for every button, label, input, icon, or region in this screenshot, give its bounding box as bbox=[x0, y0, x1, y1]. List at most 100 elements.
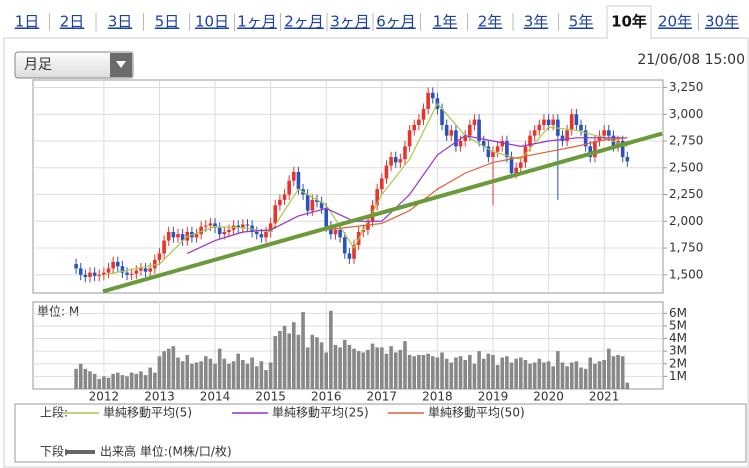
volume-bar bbox=[375, 347, 379, 389]
tab[interactable]: 1日 bbox=[15, 13, 40, 31]
candle-body bbox=[153, 259, 157, 269]
candle-body bbox=[463, 135, 467, 142]
volume-bar bbox=[403, 341, 407, 389]
candle-body bbox=[407, 130, 412, 147]
x-tick-label: 2016 bbox=[311, 390, 342, 404]
tab[interactable]: 10年 bbox=[611, 13, 647, 31]
volume-bar bbox=[268, 362, 273, 389]
candle-body bbox=[542, 119, 546, 125]
volume-bar bbox=[250, 357, 254, 389]
ma-line bbox=[187, 135, 628, 254]
legend-label: 単純移動平均(25) bbox=[272, 406, 369, 420]
x-tick-label: 2019 bbox=[478, 390, 509, 404]
volume-bar bbox=[389, 346, 393, 389]
ma-line bbox=[298, 137, 628, 238]
volume-bar bbox=[426, 353, 430, 389]
tab[interactable]: 2年 bbox=[478, 13, 503, 31]
x-tick-label: 2020 bbox=[533, 390, 564, 404]
candle-body bbox=[574, 114, 579, 125]
price-panel bbox=[32, 79, 664, 294]
y-tick-label: 2,500 bbox=[669, 160, 703, 174]
volume-bar bbox=[366, 349, 370, 389]
candle-body bbox=[203, 225, 208, 227]
volume-bar bbox=[444, 358, 449, 389]
candle-body bbox=[481, 141, 486, 147]
tab[interactable]: 6ヶ月 bbox=[376, 13, 416, 31]
volume-bar bbox=[157, 356, 162, 389]
dropdown-box[interactable] bbox=[14, 51, 134, 79]
volume-bar bbox=[111, 373, 115, 389]
candle-body bbox=[537, 124, 542, 131]
volume-bar bbox=[319, 342, 324, 389]
volume-bar bbox=[542, 362, 546, 389]
candle-body bbox=[162, 240, 166, 254]
volume-bar bbox=[342, 339, 347, 389]
candle-body bbox=[384, 165, 389, 179]
y-tick-label: 2,750 bbox=[669, 134, 703, 148]
volume-bar bbox=[481, 358, 486, 389]
legend-label: 単純移動平均(5) bbox=[103, 406, 192, 420]
x-tick-label: 2021 bbox=[589, 390, 620, 404]
candle-body bbox=[472, 119, 477, 125]
trendline bbox=[102, 131, 663, 294]
tab[interactable]: 1年 bbox=[433, 13, 458, 31]
tab[interactable]: 5日 bbox=[155, 13, 180, 31]
volume-bar bbox=[602, 360, 606, 389]
y-tick-label: 4M bbox=[669, 331, 687, 345]
volume-bar bbox=[153, 372, 157, 389]
candle-body bbox=[518, 162, 523, 168]
volume-bar bbox=[333, 344, 338, 389]
legend-volume-text: 出来高 単位:(M株/口/枚) bbox=[100, 444, 232, 459]
volume-bar bbox=[528, 363, 532, 389]
candle-body bbox=[620, 141, 625, 158]
x-tick-label: 2015 bbox=[255, 390, 286, 404]
tab[interactable]: 3ヶ月 bbox=[330, 13, 370, 31]
tab[interactable]: 30年 bbox=[705, 13, 739, 31]
candle-body bbox=[166, 231, 171, 241]
volume-bar bbox=[449, 362, 454, 389]
volume-bar bbox=[435, 357, 440, 389]
x-tick-label: 2012 bbox=[89, 390, 120, 404]
volume-bar bbox=[217, 348, 222, 389]
volume-bar bbox=[380, 347, 384, 389]
volume-bar bbox=[190, 363, 194, 389]
volume-bar bbox=[583, 368, 588, 389]
x-tick-label: 2018 bbox=[422, 390, 453, 404]
volume-bar bbox=[143, 375, 148, 389]
candle-body bbox=[514, 167, 518, 174]
candle-body bbox=[268, 223, 273, 232]
tab[interactable]: 2日 bbox=[60, 13, 85, 31]
volume-bar bbox=[194, 362, 199, 389]
candle-body bbox=[148, 268, 152, 272]
tab[interactable]: 1ヶ月 bbox=[237, 13, 277, 31]
tab[interactable]: 5年 bbox=[569, 13, 594, 31]
volume-bar bbox=[551, 366, 556, 389]
volume-bar bbox=[574, 361, 579, 389]
tab[interactable]: 20年 bbox=[658, 13, 692, 31]
volume-bar bbox=[356, 351, 361, 389]
volume-bar bbox=[115, 372, 120, 389]
candle-body bbox=[352, 244, 356, 259]
volume-bar bbox=[222, 358, 227, 389]
timestamp: 21/06/08 15:00 bbox=[637, 52, 745, 68]
tab[interactable]: 3日 bbox=[108, 13, 133, 31]
tab[interactable]: 10日 bbox=[195, 13, 229, 31]
volume-bar bbox=[398, 349, 403, 389]
volume-bar bbox=[523, 360, 528, 389]
candle-body bbox=[83, 274, 88, 277]
candle-body bbox=[375, 189, 379, 206]
volume-bar bbox=[593, 363, 597, 389]
candle-body bbox=[213, 223, 217, 228]
candle-body bbox=[546, 119, 551, 125]
volume-bar bbox=[282, 325, 287, 389]
volume-bar bbox=[231, 361, 236, 389]
tab[interactable]: 2ヶ月 bbox=[284, 13, 324, 31]
volume-bar bbox=[78, 363, 83, 389]
tab[interactable]: 3年 bbox=[524, 13, 549, 31]
candle-body bbox=[551, 119, 556, 125]
interval-dropdown[interactable]: 月足 bbox=[14, 51, 134, 79]
legend-upper-label: 上段: bbox=[40, 405, 68, 420]
volume-bar bbox=[88, 371, 92, 389]
volume-bar bbox=[148, 367, 152, 389]
